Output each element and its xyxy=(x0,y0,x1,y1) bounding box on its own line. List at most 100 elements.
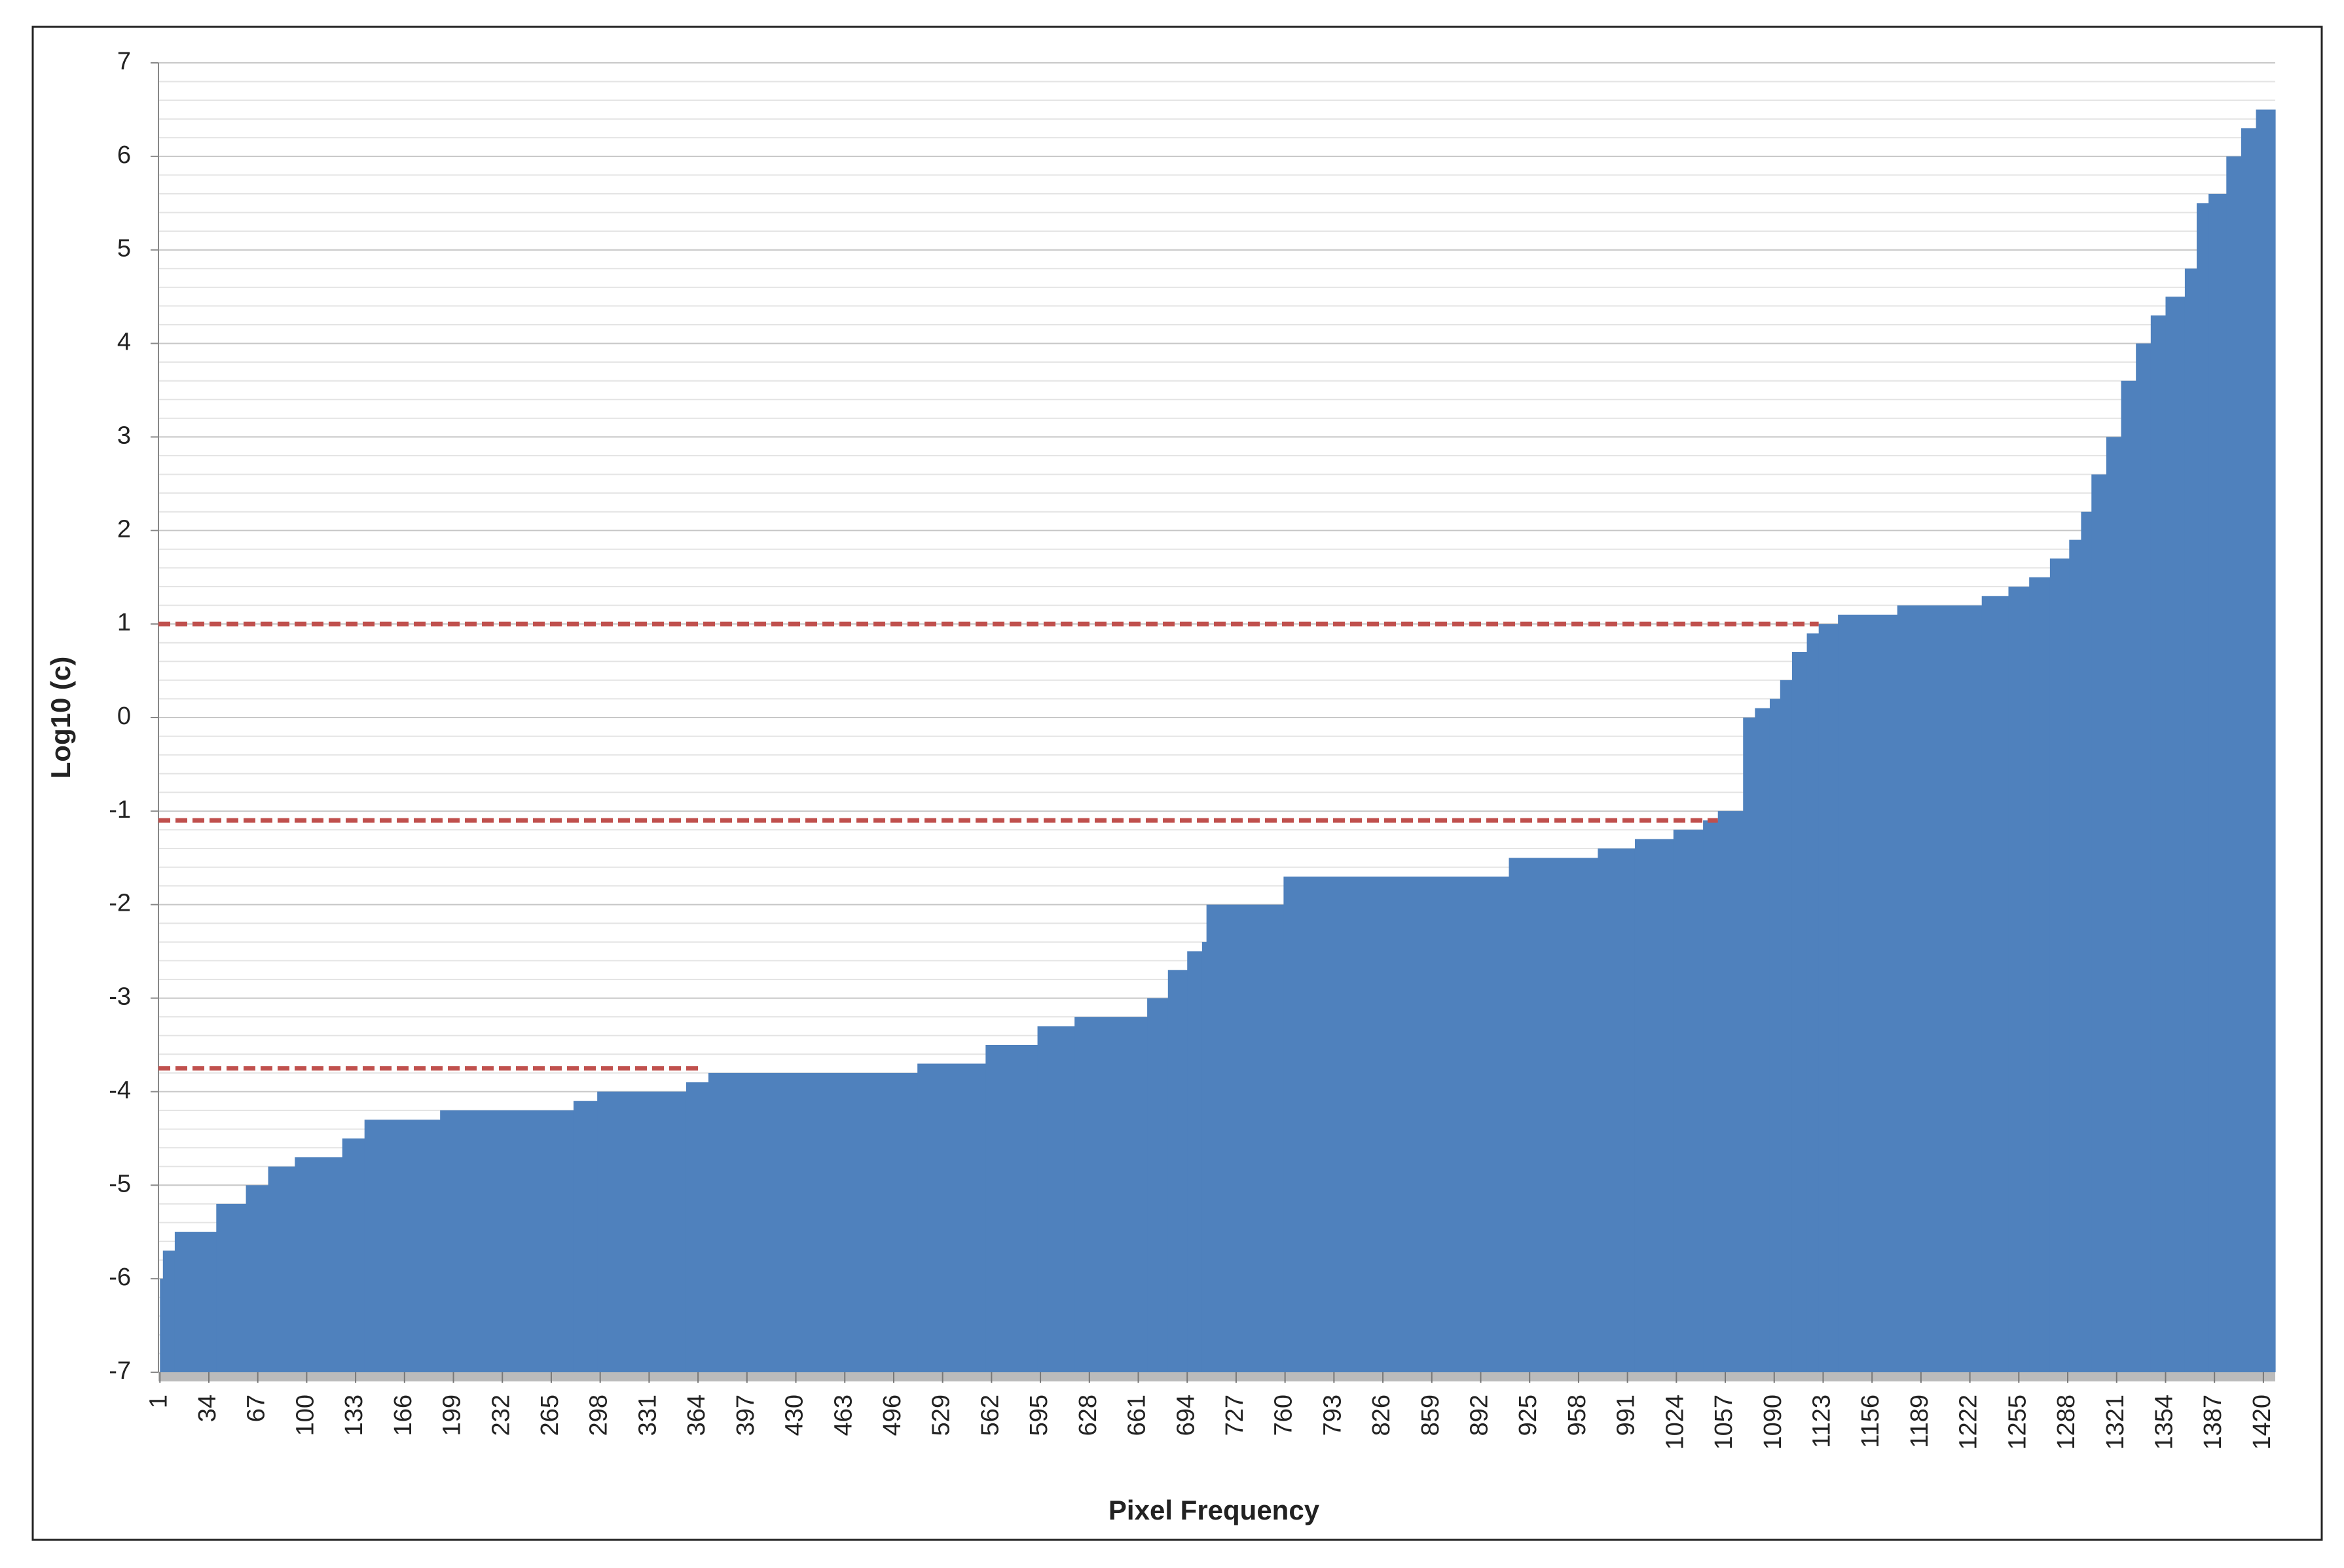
area-step xyxy=(2165,297,2186,1373)
area-step xyxy=(216,1203,247,1372)
x-tick-label: 1189 xyxy=(1906,1395,1933,1448)
y-tick-label: -3 xyxy=(109,983,131,1011)
y-tick-label: -2 xyxy=(109,890,131,917)
area-step xyxy=(268,1166,295,1372)
area-step xyxy=(708,1072,918,1372)
area-step xyxy=(1167,970,1188,1372)
area-step xyxy=(1147,998,1169,1372)
x-tick-label: 1420 xyxy=(2248,1395,2276,1450)
area-step xyxy=(1717,811,1744,1372)
x-tick-label: 463 xyxy=(830,1395,857,1436)
area-step xyxy=(2049,558,2070,1373)
x-tick-label: 430 xyxy=(781,1395,809,1436)
area-step xyxy=(2081,511,2092,1372)
y-tick-label: -4 xyxy=(109,1076,131,1104)
area-step xyxy=(1634,839,1674,1372)
area-step xyxy=(1897,605,1983,1372)
x-tick-label: 1387 xyxy=(2199,1395,2227,1450)
x-tick-label: 628 xyxy=(1074,1395,1102,1436)
x-tick-label: 331 xyxy=(634,1395,661,1436)
x-tick-label: 793 xyxy=(1319,1395,1346,1436)
x-tick-label: 1354 xyxy=(2150,1395,2178,1450)
x-tick-label: 661 xyxy=(1124,1395,1151,1436)
area-step xyxy=(2008,587,2030,1372)
area-step xyxy=(246,1185,269,1372)
x-tick-label: 925 xyxy=(1514,1395,1542,1436)
area-step xyxy=(2208,194,2227,1372)
y-axis-title: Log10 (c) xyxy=(45,657,76,779)
area-step xyxy=(1755,708,1770,1372)
x-axis-hatch xyxy=(158,1372,2275,1381)
x-tick-label: 892 xyxy=(1466,1395,1493,1436)
area-step xyxy=(1743,718,1755,1372)
area-step xyxy=(2121,380,2136,1372)
area-step xyxy=(2197,203,2209,1373)
y-tick-label: 4 xyxy=(117,329,131,356)
area-step xyxy=(1509,858,1598,1372)
x-tick-label: 265 xyxy=(536,1395,564,1436)
x-tick-label: 364 xyxy=(683,1395,710,1436)
area-step xyxy=(162,1250,175,1372)
area-step xyxy=(1187,951,1203,1372)
area-step xyxy=(1201,941,1207,1372)
area-step xyxy=(1703,820,1719,1372)
area-step xyxy=(440,1110,574,1372)
area-step xyxy=(342,1138,365,1372)
area-step xyxy=(1598,848,1636,1372)
x-tick-label: 760 xyxy=(1270,1395,1298,1436)
x-tick-label: 1288 xyxy=(2053,1395,2080,1450)
y-tick-label: -5 xyxy=(109,1170,131,1197)
x-tick-label: 1024 xyxy=(1661,1395,1689,1450)
x-tick-label: 562 xyxy=(976,1395,1004,1436)
x-tick-label: 34 xyxy=(194,1395,221,1422)
area-step xyxy=(985,1045,1038,1372)
area-step xyxy=(1769,699,1781,1372)
y-tick-label: 0 xyxy=(117,702,131,730)
y-tick-label: 1 xyxy=(117,609,131,636)
area-step xyxy=(2226,156,2242,1372)
area-step xyxy=(1818,624,1839,1373)
area-step xyxy=(1074,1017,1148,1372)
area-step xyxy=(2150,315,2167,1372)
y-tick-label: -7 xyxy=(109,1357,131,1385)
area-step xyxy=(1037,1026,1075,1372)
x-tick-label: 1156 xyxy=(1857,1395,1884,1448)
x-tick-label: 1222 xyxy=(1955,1395,1983,1450)
area-step xyxy=(573,1101,598,1372)
area-step xyxy=(2136,343,2152,1372)
area-step xyxy=(917,1063,986,1372)
y-tick-label: -1 xyxy=(109,796,131,824)
x-tick-label: 859 xyxy=(1417,1395,1444,1436)
area-step xyxy=(160,1279,164,1372)
area-step xyxy=(1673,830,1704,1372)
y-tick-label: -6 xyxy=(109,1264,131,1291)
y-tick-label: 3 xyxy=(117,422,131,449)
area-step xyxy=(364,1120,441,1372)
x-tick-label: 496 xyxy=(879,1395,906,1436)
y-tick-label: 6 xyxy=(117,141,131,169)
y-tick-label: 2 xyxy=(117,515,131,543)
x-tick-label: 958 xyxy=(1564,1395,1591,1436)
x-tick-label: 199 xyxy=(439,1395,466,1436)
area-step xyxy=(1806,633,1820,1372)
x-tick-label: 1321 xyxy=(2102,1395,2129,1450)
area-step xyxy=(2106,437,2122,1372)
area-step xyxy=(1283,876,1510,1372)
area-step xyxy=(295,1157,343,1372)
area-step xyxy=(1780,680,1793,1372)
area-step xyxy=(686,1082,709,1372)
area-step xyxy=(1791,652,1808,1372)
area-step xyxy=(1981,596,2009,1373)
area-step xyxy=(2184,268,2197,1373)
area-step xyxy=(174,1231,217,1372)
x-tick-label: 991 xyxy=(1613,1395,1640,1436)
x-tick-label: 397 xyxy=(732,1395,760,1436)
x-tick-label: 1123 xyxy=(1808,1395,1836,1448)
x-tick-label: 166 xyxy=(390,1395,417,1436)
x-tick-label: 298 xyxy=(585,1395,613,1436)
x-tick-label: 133 xyxy=(340,1395,368,1436)
x-tick-label: 826 xyxy=(1368,1395,1395,1436)
x-tick-label: 529 xyxy=(928,1395,955,1436)
x-tick-label: 1255 xyxy=(2004,1395,2031,1450)
